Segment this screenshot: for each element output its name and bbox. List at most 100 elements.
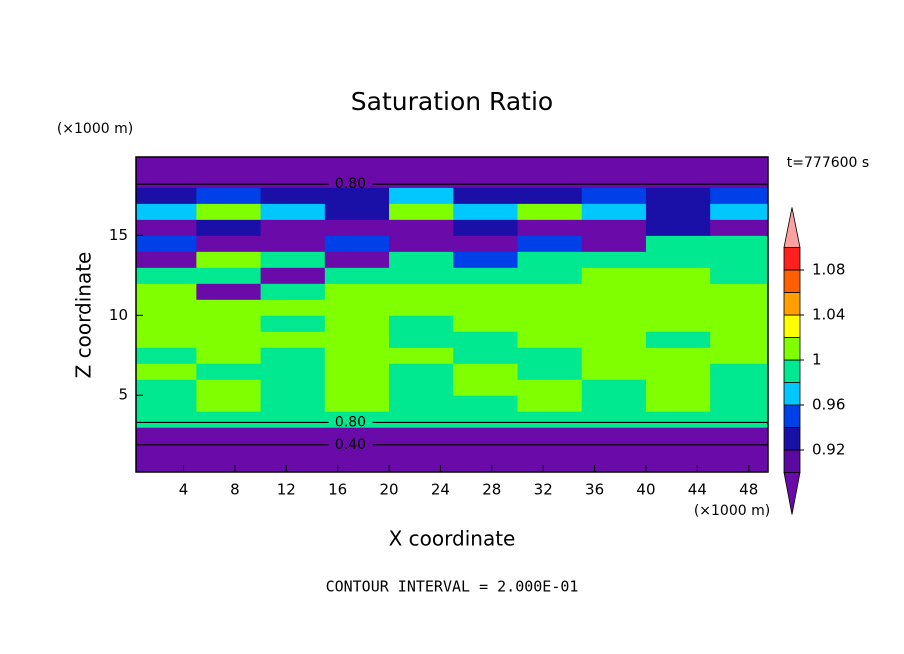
field-cell (260, 347, 326, 364)
colorbar-box (783, 382, 801, 406)
field-cell (517, 379, 583, 396)
field-cell (324, 363, 390, 380)
field-cell (453, 235, 519, 252)
field-cell (389, 443, 454, 460)
field-cell (517, 331, 583, 348)
field-cell (136, 331, 197, 348)
field-cell (196, 427, 262, 444)
field-cell (581, 203, 647, 220)
field-cell (710, 157, 768, 172)
field-cell (260, 395, 326, 412)
field-cell (645, 299, 711, 316)
field-cell (196, 379, 262, 396)
x-tick-label: 8 (230, 481, 240, 499)
field (136, 157, 768, 472)
field-cell (136, 315, 197, 332)
field-cell (324, 219, 390, 236)
field-cell (581, 459, 647, 472)
field-cell (136, 267, 197, 284)
field-cell (136, 379, 197, 396)
field-cell (324, 315, 390, 332)
field-cell (260, 187, 326, 204)
field-cell (324, 267, 390, 284)
field-cell (260, 363, 326, 380)
field-cell (260, 459, 326, 472)
x-tick-label: 36 (585, 481, 604, 499)
field-cell (196, 395, 262, 412)
colorbar-box (783, 404, 801, 428)
colorbar-tick-label: 1 (812, 351, 822, 369)
field-cell (136, 171, 197, 188)
field-cell (453, 315, 519, 332)
field-cell (581, 267, 647, 284)
colorbar-box (783, 269, 801, 293)
colorbar-tick-label: 0.96 (812, 396, 845, 414)
field-cell (645, 251, 711, 268)
field-cell (517, 283, 583, 300)
x-tick-label: 32 (534, 481, 553, 499)
field-cell (196, 347, 262, 364)
field-cell (324, 203, 390, 220)
field-cell (389, 427, 454, 444)
field-cell (196, 331, 262, 348)
y-axis-label: Z coordinate (72, 252, 96, 379)
colorbar-box (783, 292, 801, 316)
field-cell (581, 411, 647, 428)
field-cell (710, 363, 768, 380)
field-cell (517, 443, 583, 460)
field-cell (645, 347, 711, 364)
field-cell (453, 299, 519, 316)
field-cell (389, 347, 454, 364)
x-tick-label: 28 (482, 481, 501, 499)
field-cell (453, 347, 519, 364)
field-cell (389, 171, 454, 188)
field-cell (196, 203, 262, 220)
field-cell (581, 299, 647, 316)
colorbar-tick-label: 1.08 (812, 261, 845, 279)
field-cell (260, 157, 326, 172)
field-cell (645, 443, 711, 460)
colorbar-box (783, 449, 801, 473)
plot-frame (135, 156, 769, 473)
field-cell (517, 235, 583, 252)
field-cell (710, 187, 768, 204)
field-cell (453, 267, 519, 284)
x-tick-label: 44 (688, 481, 707, 499)
field-cell (260, 443, 326, 460)
field-cell (260, 331, 326, 348)
field-cell (389, 299, 454, 316)
field-cell (710, 219, 768, 236)
field-cell (581, 187, 647, 204)
field-cell (645, 315, 711, 332)
field-cell (645, 395, 711, 412)
field-cell (710, 347, 768, 364)
field-cell (453, 411, 519, 428)
field-cell (581, 347, 647, 364)
field-cell (645, 219, 711, 236)
field-cell (517, 347, 583, 364)
field-cell (324, 395, 390, 412)
field-cell (196, 251, 262, 268)
field-cell (196, 411, 262, 428)
field-cell (260, 411, 326, 428)
field-cell (389, 235, 454, 252)
field-cell (324, 427, 390, 444)
field-cell (710, 315, 768, 332)
field-cell (136, 411, 197, 428)
contour-label: 0.40 (335, 437, 366, 453)
y-tick-label: 10 (109, 306, 128, 324)
field-cell (260, 283, 326, 300)
field-cell (136, 443, 197, 460)
field-cell (324, 347, 390, 364)
field-cell (581, 315, 647, 332)
field-cell (260, 299, 326, 316)
field-cell (710, 251, 768, 268)
field-cell (710, 379, 768, 396)
field-cell (260, 203, 326, 220)
field-cell (136, 363, 197, 380)
field-cell (710, 443, 768, 460)
contour-label: 0.80 (335, 176, 366, 192)
field-cell (389, 267, 454, 284)
field-cell (324, 283, 390, 300)
